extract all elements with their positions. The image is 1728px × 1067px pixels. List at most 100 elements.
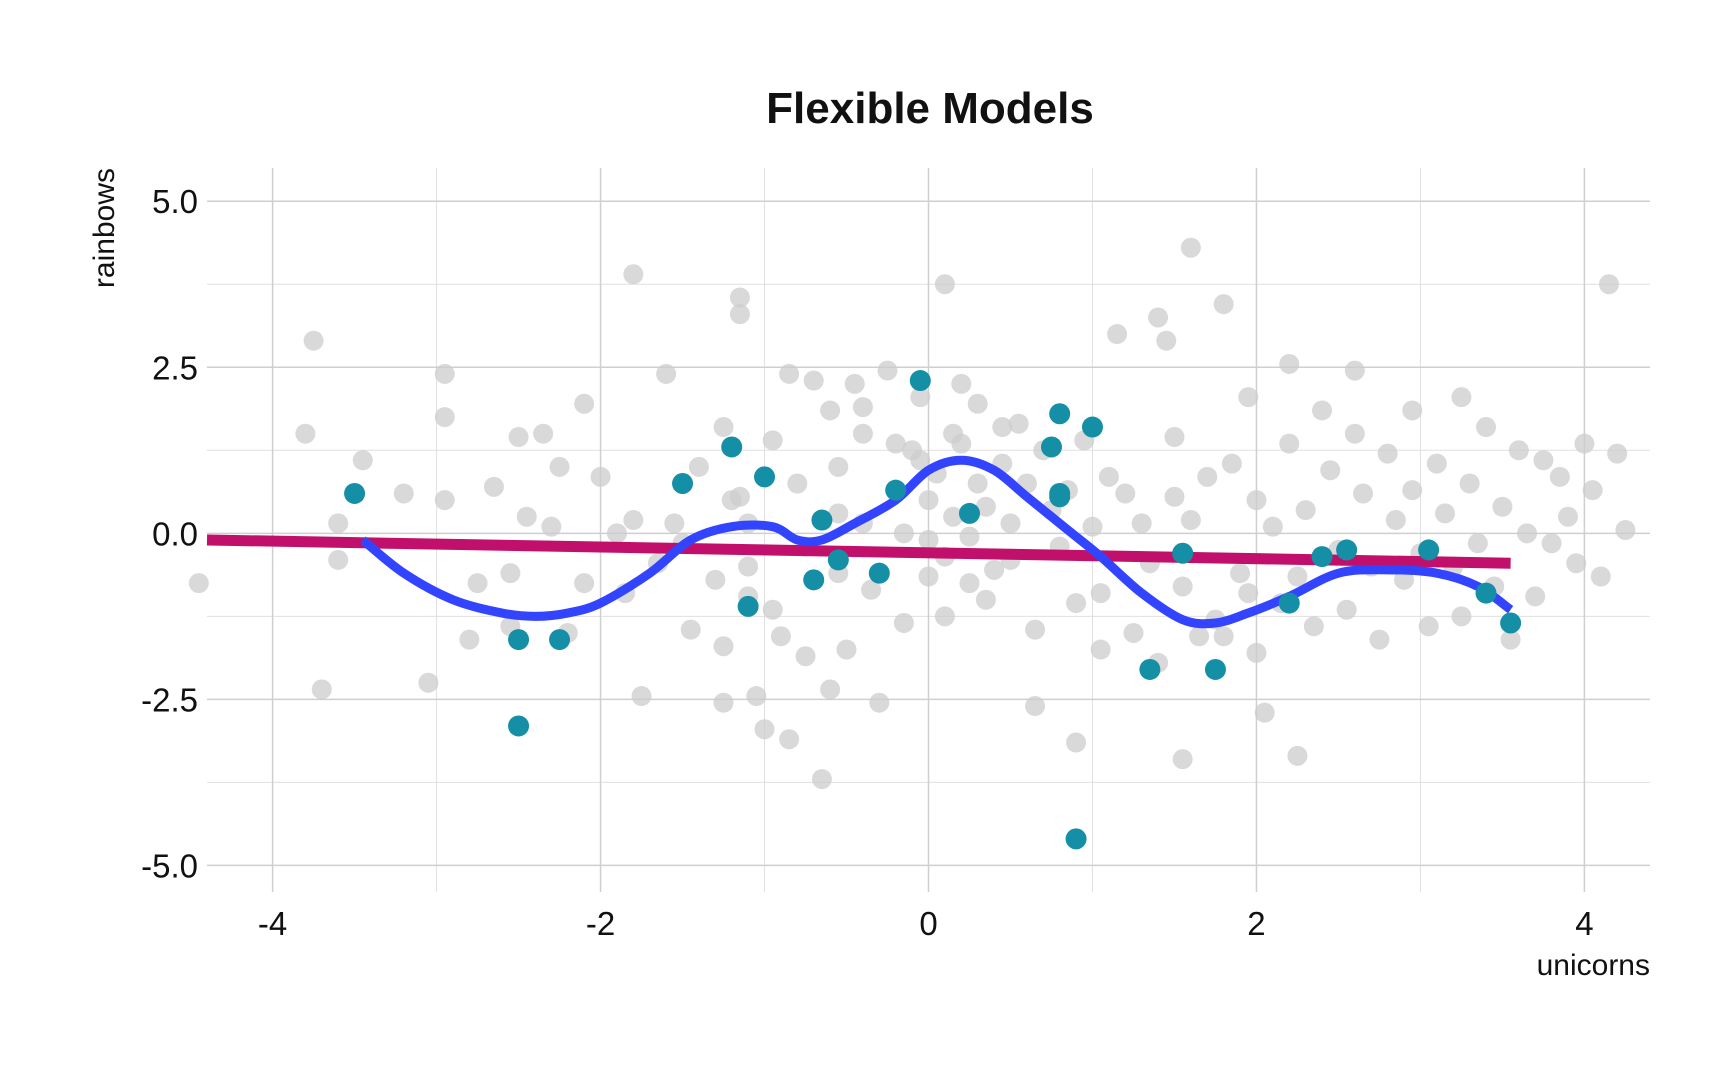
- background-point: [1098, 466, 1119, 487]
- background-point: [918, 566, 939, 587]
- highlight-point: [1139, 658, 1161, 680]
- y-tick-label: 5.0: [152, 183, 198, 220]
- background-point: [729, 304, 750, 325]
- background-point: [467, 573, 488, 594]
- background-point: [541, 516, 562, 537]
- background-point: [1008, 413, 1029, 434]
- background-point: [1287, 745, 1308, 766]
- background-point: [762, 599, 783, 620]
- highlight-point: [508, 629, 530, 651]
- background-point: [1582, 480, 1603, 501]
- background-point: [1435, 503, 1456, 524]
- background-point: [352, 450, 373, 471]
- background-point: [1369, 629, 1390, 650]
- highlight-point: [803, 569, 825, 591]
- highlight-point: [1311, 546, 1333, 568]
- background-point: [1172, 749, 1193, 770]
- highlight-point: [811, 509, 833, 531]
- background-point: [1549, 466, 1570, 487]
- background-point: [1558, 506, 1579, 527]
- background-point: [910, 450, 931, 471]
- background-point: [590, 466, 611, 487]
- background-point: [1131, 513, 1152, 534]
- background-point: [1476, 417, 1497, 438]
- highlight-points: [344, 370, 1522, 850]
- background-point: [1418, 616, 1439, 637]
- background-point: [1279, 433, 1300, 454]
- background-point: [1180, 237, 1201, 258]
- background-point: [852, 423, 873, 444]
- background-point: [820, 679, 841, 700]
- highlight-point: [344, 482, 366, 504]
- background-point: [533, 423, 554, 444]
- background-point: [1025, 696, 1046, 717]
- background-point: [1066, 732, 1087, 753]
- background-point: [1451, 606, 1472, 627]
- y-axis-label: rainbows: [88, 168, 121, 288]
- background-point: [1164, 427, 1185, 448]
- background-point: [1467, 533, 1488, 554]
- background-point: [623, 510, 644, 531]
- background-point: [1451, 387, 1472, 408]
- background-point: [483, 476, 504, 497]
- background-point: [893, 612, 914, 633]
- background-point: [1312, 400, 1333, 421]
- background-point: [885, 433, 906, 454]
- highlight-point: [721, 436, 743, 458]
- x-tick-label: 2: [1247, 905, 1265, 942]
- background-point: [1238, 583, 1259, 604]
- background-point: [1262, 516, 1283, 537]
- background-point: [1090, 583, 1111, 604]
- highlight-point: [1204, 658, 1226, 680]
- background-point: [975, 496, 996, 517]
- background-point: [1574, 433, 1595, 454]
- highlight-point: [909, 370, 931, 392]
- background-point: [967, 473, 988, 494]
- background-point: [631, 686, 652, 707]
- background-point: [918, 490, 939, 511]
- background-point: [1189, 626, 1210, 647]
- background-point: [729, 287, 750, 308]
- background-point: [1115, 483, 1136, 504]
- background-point: [1213, 626, 1234, 647]
- background-point: [516, 506, 537, 527]
- background-point: [951, 373, 972, 394]
- background-point: [1082, 516, 1103, 537]
- background-point: [1254, 702, 1275, 723]
- background-point: [459, 629, 480, 650]
- background-point: [1344, 423, 1365, 444]
- background-point: [746, 686, 767, 707]
- background-point: [574, 393, 595, 414]
- background-point: [1279, 353, 1300, 374]
- background-point: [680, 619, 701, 640]
- background-point: [934, 606, 955, 627]
- background-point: [1353, 483, 1374, 504]
- background-point: [828, 503, 849, 524]
- background-point: [1213, 294, 1234, 315]
- background-point: [1320, 460, 1341, 481]
- linear-fit-line: [206, 534, 1511, 569]
- background-point: [1615, 520, 1636, 540]
- background-point: [1295, 500, 1316, 521]
- background-point: [500, 563, 521, 584]
- background-points: [188, 237, 1636, 790]
- tick-labels: -4 -2 0 2 4 5.0 2.5 0.0 -2.5 -5.0: [141, 183, 1593, 942]
- y-tick-label: -5.0: [141, 847, 198, 884]
- background-point: [943, 506, 964, 527]
- background-point: [893, 523, 914, 544]
- background-point: [984, 559, 1005, 580]
- background-point: [393, 483, 414, 504]
- background-point: [434, 407, 455, 428]
- background-point: [1090, 639, 1111, 660]
- background-point: [1607, 443, 1628, 464]
- background-point: [1230, 563, 1251, 584]
- background-point: [1459, 473, 1480, 494]
- background-point: [934, 274, 955, 295]
- background-point: [328, 549, 349, 570]
- background-point: [1123, 622, 1144, 643]
- background-point: [738, 556, 759, 577]
- highlight-point: [868, 562, 890, 584]
- background-point: [1107, 324, 1128, 345]
- background-point: [959, 526, 980, 547]
- chart-title: Flexible Models: [766, 84, 1094, 133]
